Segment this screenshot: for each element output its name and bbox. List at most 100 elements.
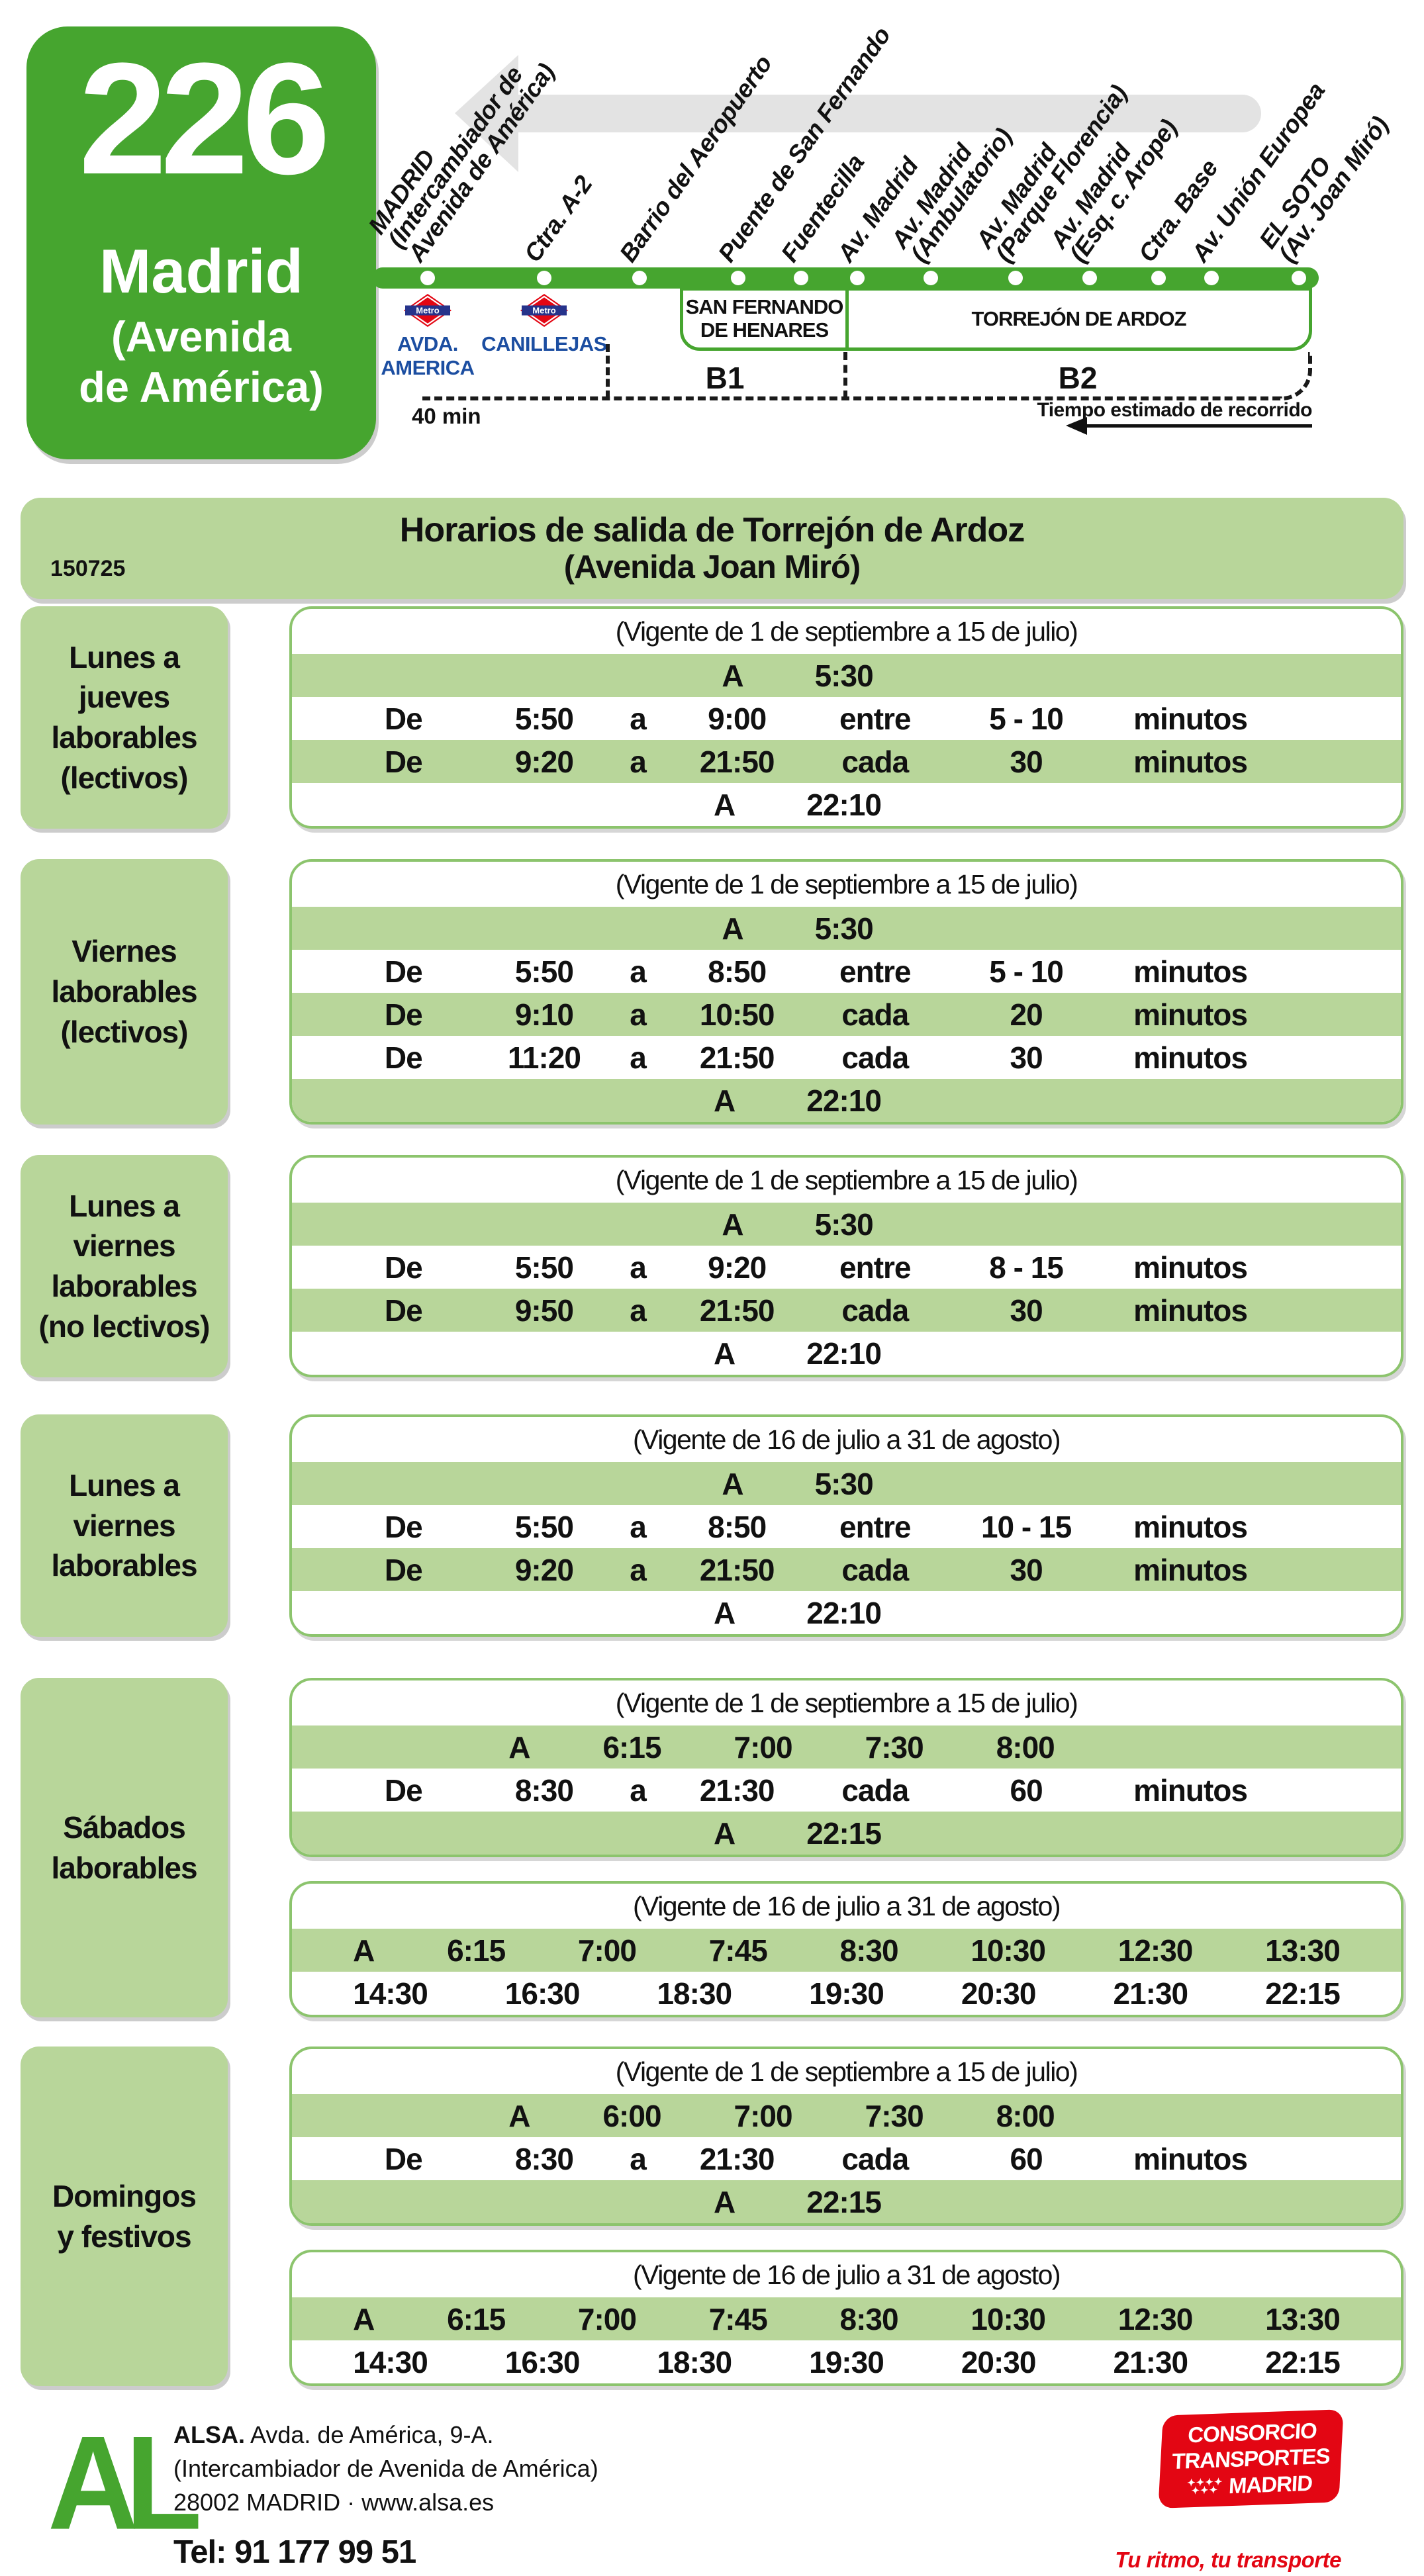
operator-address-line3: 28002 MADRID · www.alsa.es bbox=[173, 2489, 495, 2516]
alsa-logo: AL bbox=[48, 2409, 202, 2558]
schedule-cell: 8:30 bbox=[839, 2301, 899, 2336]
route-origin-detail-line1: (Avenida bbox=[111, 312, 292, 361]
metro-station-name: CANILLEJAS bbox=[465, 332, 624, 356]
schedule-cell: minutos bbox=[1133, 1772, 1248, 1808]
route-line bbox=[372, 267, 1319, 289]
schedule-cell: 5:50 bbox=[514, 1509, 574, 1544]
day-type-label: Lunes a jueves laborables (lectivos) bbox=[21, 606, 228, 829]
schedule-block: Lunes a jueves laborables (lectivos) (Vigent… bbox=[21, 606, 1403, 829]
schedule-cell: entre bbox=[839, 701, 911, 736]
schedule-cell: 10:30 bbox=[971, 2301, 1046, 2336]
day-type-label-line: jueves bbox=[78, 680, 170, 715]
day-type-label-line: laborables bbox=[51, 1548, 197, 1583]
schedule-blocks: Lunes a jueves laborables (lectivos) (Vigent… bbox=[21, 606, 1403, 2386]
stop-dot bbox=[537, 271, 551, 285]
schedule-row: De 5:50 a 9:20 entre 8 - 15 minutos bbox=[292, 1246, 1401, 1289]
stars-row2: ✦✦✦ bbox=[1190, 2484, 1219, 2497]
schedule-cell: 22:10 bbox=[806, 1595, 882, 1630]
consorcio-line1: CONSORCIO bbox=[1187, 2418, 1317, 2447]
schedule-cell: 19:30 bbox=[809, 2344, 884, 2379]
schedule-cell: 8:50 bbox=[708, 1509, 767, 1544]
schedule-cell: entre bbox=[839, 1509, 911, 1544]
schedule-cell: minutos bbox=[1133, 744, 1248, 779]
validity-header: (Vigente de 16 de julio a 31 de agosto) bbox=[632, 2259, 1061, 2290]
stop-dot bbox=[1151, 271, 1166, 285]
schedule-cell: 21:50 bbox=[699, 744, 775, 779]
schedule-cell: 5:50 bbox=[514, 954, 574, 989]
svg-text:Metro: Metro bbox=[532, 306, 555, 316]
schedule-row: De 5:50 a 8:50 entre 10 - 15 minutos bbox=[292, 1505, 1401, 1548]
travel-direction-arrow-icon bbox=[1066, 417, 1087, 435]
day-type-label: Sábados laborables bbox=[21, 1678, 228, 2017]
schedule-row: A 6:15 7:00 7:45 8:30 10:30 12:30 13:30 bbox=[292, 2297, 1401, 2340]
route-number: 226 bbox=[78, 30, 330, 207]
schedule-cell: A bbox=[714, 787, 736, 822]
schedule-cell: 22:10 bbox=[806, 1083, 882, 1118]
schedule-row: 14:30 16:30 18:30 19:30 20:30 21:30 22:15 bbox=[292, 1972, 1401, 2015]
schedule-card: (Vigente de 1 de septiembre a 15 de juli… bbox=[289, 606, 1403, 829]
schedule-cell: A bbox=[714, 1336, 736, 1371]
schedule-card: (Vigente de 1 de septiembre a 15 de juli… bbox=[289, 1678, 1403, 1857]
municipality-torrejon: TORREJÓN DE ARDOZ bbox=[849, 291, 1309, 347]
schedule-cell: 7:30 bbox=[865, 2098, 924, 2133]
schedule-cell: 10 - 15 bbox=[980, 1509, 1072, 1544]
schedule-cell: 11:20 bbox=[507, 1040, 581, 1075]
schedule-cell: 13:30 bbox=[1265, 1933, 1341, 1968]
metro-station-name-line: AVDA. bbox=[397, 332, 458, 355]
schedule-cell: 7:00 bbox=[734, 2098, 793, 2133]
schedule-row: A 5:30 bbox=[292, 1462, 1401, 1505]
route-origin-city: Madrid bbox=[99, 236, 304, 306]
stop-dot bbox=[731, 271, 745, 285]
schedule-row: A 5:30 bbox=[292, 654, 1401, 697]
schedule-cards: (Vigente de 1 de septiembre a 15 de juli… bbox=[289, 1155, 1403, 1377]
schedule-cell: 21:50 bbox=[699, 1293, 775, 1328]
schedule-cell: minutos bbox=[1133, 997, 1248, 1032]
day-type-label-line: viernes bbox=[73, 1508, 175, 1543]
schedule-cell: 18:30 bbox=[657, 1976, 732, 2011]
schedule-cell: 21:50 bbox=[699, 1552, 775, 1587]
schedule-cell: entre bbox=[839, 1250, 911, 1285]
schedule-title-bar: 150725 Horarios de salida de Torrejón de… bbox=[21, 498, 1403, 599]
municipality-san-fernando: SAN FERNANDO DE HENARES bbox=[683, 291, 849, 347]
day-type-label-line: (no lectivos) bbox=[38, 1309, 211, 1344]
municipality-boxes: SAN FERNANDO DE HENARES TORREJÓN DE ARDOZ bbox=[680, 287, 1312, 351]
stop-dot bbox=[850, 271, 865, 285]
schedule-cell: 30 bbox=[1010, 1293, 1043, 1328]
municipality-name-line: DE HENARES bbox=[700, 318, 829, 342]
schedule-cell: a bbox=[630, 1552, 647, 1587]
validity-header: (Vigente de 1 de septiembre a 15 de juli… bbox=[615, 1687, 1078, 1718]
schedule-cell: A bbox=[508, 1729, 530, 1765]
consorcio-slogan: Tu ritmo, tu transporte bbox=[1115, 2548, 1341, 2572]
schedule-block: Lunes a viernes laborables (no lectivos) (Vi… bbox=[21, 1155, 1403, 1377]
schedule-row: De 9:20 a 21:50 cada 30 minutos bbox=[292, 740, 1401, 783]
schedule-card: (Vigente de 16 de julio a 31 de agosto) A… bbox=[289, 1414, 1403, 1637]
schedule-cell: 5:50 bbox=[514, 701, 574, 736]
schedule-cell: 21:30 bbox=[1113, 1976, 1188, 2011]
schedule-row: De 8:30 a 21:30 cada 60 minutos bbox=[292, 2137, 1401, 2180]
operator-name: ALSA. bbox=[173, 2421, 245, 2448]
travel-time-label: 40 min bbox=[412, 404, 481, 428]
day-type-label-line: Lunes a bbox=[69, 639, 180, 674]
schedule-cell: 22:15 bbox=[1265, 1976, 1341, 2011]
schedule-cell: a bbox=[630, 997, 647, 1032]
schedule-row: A 6:00 7:00 7:30 8:00 bbox=[292, 2094, 1401, 2137]
day-type-label-line: laborables bbox=[51, 1850, 197, 1885]
day-type-label: Lunes a viernes laborables bbox=[21, 1414, 228, 1637]
schedule-cell: 6:00 bbox=[602, 2098, 661, 2133]
schedule-cell: a bbox=[630, 2141, 647, 2176]
schedule-cell: 5 - 10 bbox=[989, 701, 1064, 736]
schedule-cell: 9:20 bbox=[514, 1552, 574, 1587]
schedule-cell: 20:30 bbox=[961, 1976, 1037, 2011]
schedule-cell: 30 bbox=[1010, 1040, 1043, 1075]
schedule-cell: 20:30 bbox=[961, 2344, 1037, 2379]
schedule-cell: 9:20 bbox=[514, 744, 574, 779]
schedule-cards: (Vigente de 16 de julio a 31 de agosto) A… bbox=[289, 1414, 1403, 1637]
schedule-row: De 8:30 a 21:30 cada 60 minutos bbox=[292, 1769, 1401, 1812]
schedule-card: (Vigente de 1 de septiembre a 15 de juli… bbox=[289, 859, 1403, 1125]
schedule-cell: 9:10 bbox=[514, 997, 574, 1032]
stop-dot bbox=[1082, 271, 1097, 285]
operator-address-line2: (Intercambiador de Avenida de América) bbox=[173, 2455, 598, 2483]
schedule-cell: 20 bbox=[1010, 997, 1043, 1032]
schedule-cell: 8:00 bbox=[996, 2098, 1055, 2133]
